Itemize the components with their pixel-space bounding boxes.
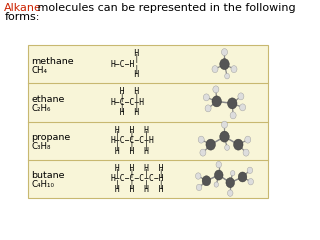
Text: C₂H₆: C₂H₆ (31, 104, 51, 113)
Circle shape (234, 139, 243, 150)
Circle shape (214, 182, 219, 187)
Circle shape (212, 96, 221, 107)
Text: H  H  H  H: H H H H (110, 164, 164, 173)
Circle shape (203, 94, 209, 101)
Text: |  |  |: | | | (110, 131, 149, 140)
Circle shape (230, 112, 236, 119)
Circle shape (243, 149, 249, 156)
Circle shape (214, 170, 223, 180)
Circle shape (196, 184, 202, 191)
Text: CH₄: CH₄ (31, 66, 47, 75)
Circle shape (220, 59, 229, 70)
Circle shape (221, 121, 228, 128)
Text: butane: butane (31, 171, 65, 180)
Circle shape (213, 86, 219, 93)
Text: methane: methane (31, 57, 74, 66)
Circle shape (225, 145, 229, 150)
Circle shape (225, 73, 229, 79)
Text: H−C−C−C−H: H−C−C−C−H (110, 136, 154, 145)
Circle shape (200, 149, 206, 156)
Text: molecules can be represented in the following: molecules can be represented in the foll… (34, 3, 295, 13)
Text: Alkane: Alkane (4, 3, 42, 13)
Text: H−C−C−C−C−H: H−C−C−C−C−H (110, 174, 164, 183)
Circle shape (216, 162, 221, 168)
Circle shape (196, 173, 201, 179)
Text: |: | (110, 54, 140, 63)
Circle shape (238, 172, 247, 182)
Circle shape (198, 136, 204, 143)
Text: C₄H₁₀: C₄H₁₀ (31, 180, 54, 189)
Text: forms:: forms: (4, 12, 40, 22)
Circle shape (231, 66, 237, 73)
Circle shape (205, 105, 211, 112)
Circle shape (245, 136, 251, 143)
Text: H  H  H: H H H (110, 126, 149, 135)
Text: H: H (110, 70, 140, 79)
Text: H−C−C−H: H−C−C−H (110, 98, 145, 107)
Text: |  |  |: | | | (110, 141, 149, 150)
Text: H  H: H H (110, 108, 140, 117)
Text: |  |  |  |: | | | | (110, 180, 164, 189)
Circle shape (226, 178, 235, 188)
Text: |  |: | | (110, 103, 140, 112)
Text: ethane: ethane (31, 95, 64, 104)
Text: propane: propane (31, 133, 70, 142)
Circle shape (228, 98, 237, 109)
Circle shape (228, 190, 233, 196)
Circle shape (202, 176, 211, 186)
Circle shape (238, 93, 244, 100)
Text: H  H  H  H: H H H H (110, 185, 164, 194)
Text: C₃H₈: C₃H₈ (31, 142, 51, 151)
Circle shape (221, 49, 228, 56)
Text: H: H (110, 49, 140, 58)
Circle shape (206, 139, 215, 150)
Text: |: | (110, 65, 140, 74)
Text: H  H: H H (110, 87, 140, 96)
Text: H−C−H: H−C−H (110, 60, 135, 69)
Text: H  H  H: H H H (110, 147, 149, 156)
Circle shape (230, 171, 235, 176)
Circle shape (248, 179, 253, 185)
Text: |  |  |  |: | | | | (110, 169, 164, 178)
Circle shape (247, 167, 253, 174)
Circle shape (212, 66, 218, 73)
FancyBboxPatch shape (28, 45, 268, 198)
Circle shape (240, 104, 246, 111)
Text: |  |: | | (110, 93, 140, 102)
Circle shape (220, 131, 229, 142)
